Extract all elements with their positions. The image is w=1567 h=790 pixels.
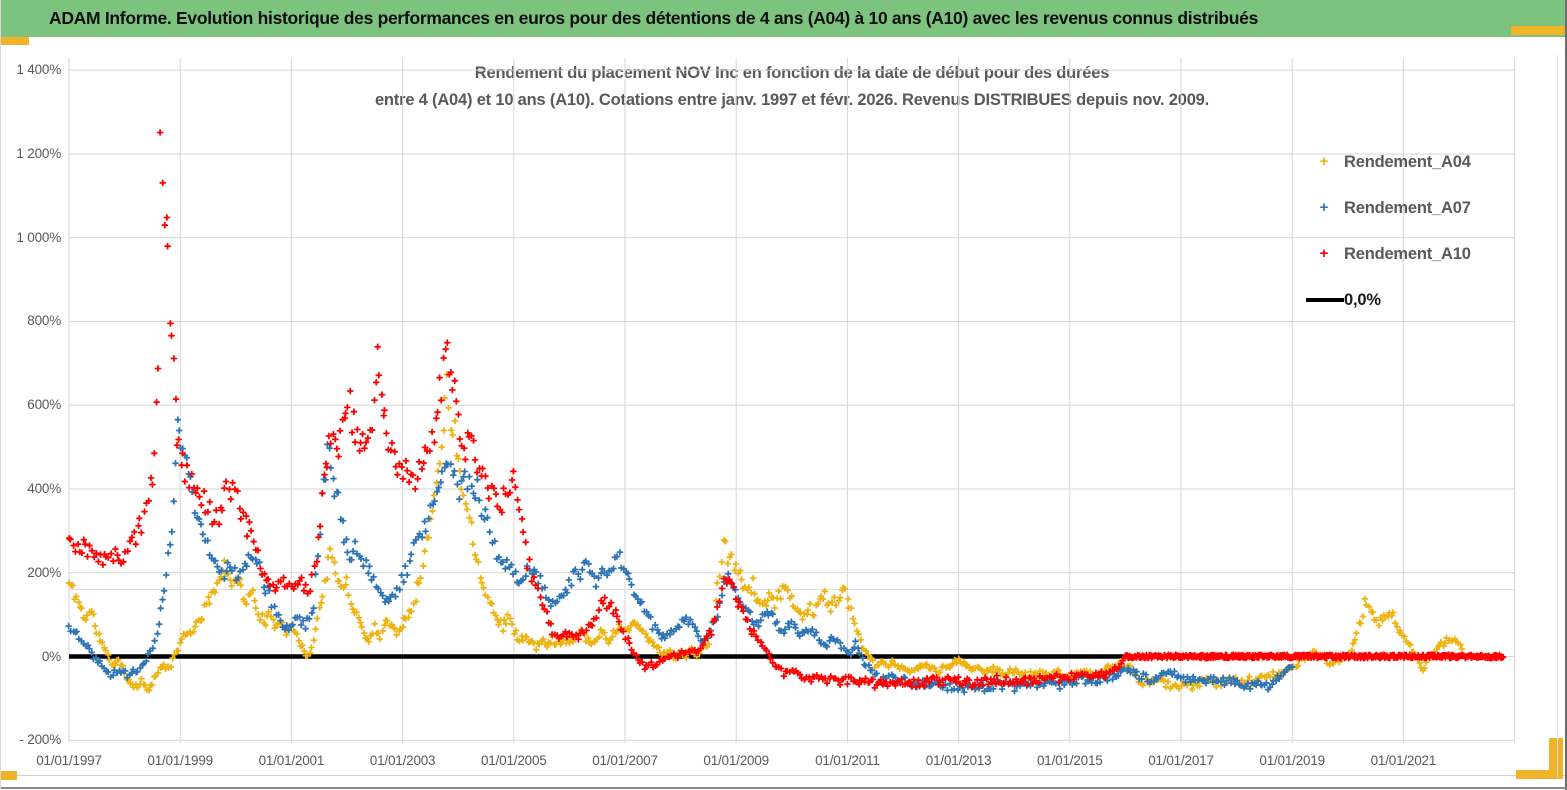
gold-accent-bottom-right-vertical: [1549, 738, 1563, 779]
x-tick-label: 01/01/2015: [1037, 753, 1103, 768]
y-tick-label: 800%: [27, 313, 61, 329]
legend-plus-marker-icon: +: [1304, 199, 1344, 216]
page-right-border: [1565, 0, 1567, 790]
chart-frame-right-edge: [1557, 55, 1558, 777]
legend-item-rendement-a07[interactable]: + Rendement_A07: [1304, 196, 1471, 220]
x-tick-label: 01/01/2019: [1259, 753, 1325, 768]
y-tick-label: 600%: [27, 397, 61, 413]
gold-accent-bottom-right-horizontal: [1516, 770, 1563, 779]
x-tick-label: 01/01/2011: [815, 753, 880, 768]
page-title: ADAM Informe. Evolution historique des p…: [49, 8, 1259, 28]
y-tick-label: 1 200%: [16, 145, 61, 161]
chart-title: Rendement du placement NOV Inc en foncti…: [69, 60, 1515, 114]
plus-icon: +: [1319, 245, 1329, 262]
plus-icon: +: [1319, 199, 1329, 216]
series-Rendement_A04[interactable]: [65, 371, 1466, 694]
y-tick-label: 0%: [41, 648, 61, 664]
gold-accent-bottom-left: [1, 771, 17, 780]
header-bar: ADAM Informe. Evolution historique des p…: [1, 0, 1567, 37]
legend-item-rendement-a04[interactable]: + Rendement_A04: [1304, 150, 1471, 174]
x-tick-label: 01/01/2021: [1370, 753, 1437, 768]
y-tick-label: 400%: [27, 480, 61, 496]
x-tick-label: 01/01/2005: [481, 753, 547, 768]
chart-title-line2: entre 4 (A04) et 10 ans (A10). Cotations…: [374, 91, 1210, 109]
legend-label: Rendement_A10: [1344, 244, 1471, 263]
legend-label: Rendement_A04: [1344, 152, 1471, 171]
x-tick-label: 01/01/2009: [703, 753, 769, 768]
chart-title-line1: Rendement du placement NOV Inc en foncti…: [474, 64, 1110, 82]
x-tick-label: 01/01/2007: [592, 753, 658, 768]
sheet-row-divider: [1, 775, 1567, 776]
legend-plus-marker-icon: +: [1304, 153, 1344, 170]
legend-item-0-0-[interactable]: 0,0%: [1304, 288, 1381, 312]
legend-item-rendement-a10[interactable]: + Rendement_A10: [1304, 242, 1471, 266]
x-tick-label: 01/01/2001: [258, 753, 325, 768]
y-tick-label: 1 000%: [16, 229, 61, 245]
x-tick-label: 01/01/2017: [1148, 753, 1214, 768]
y-tick-label: 200%: [27, 564, 61, 580]
x-tick-label: 01/01/2013: [925, 753, 992, 768]
x-tick-label: 01/01/1997: [36, 753, 102, 768]
legend-plus-marker-icon: +: [1304, 245, 1344, 262]
zero-line-swatch: [1306, 298, 1344, 302]
gold-accent-header-left: [1, 37, 29, 45]
gold-accent-top-right: [1511, 26, 1566, 35]
y-tick-label: - 200%: [19, 732, 61, 748]
page-bottom-border: [1, 787, 1567, 789]
y-tick-label: 1 400%: [16, 62, 61, 78]
legend-line-swatch: [1304, 298, 1346, 302]
legend-label: 0,0%: [1344, 290, 1381, 309]
plus-icon: +: [1319, 153, 1329, 170]
x-tick-label: 01/01/2003: [369, 753, 436, 768]
x-tick-label: 01/01/1999: [147, 753, 213, 768]
series-Rendement_A07[interactable]: [65, 416, 1296, 696]
legend-label: Rendement_A07: [1344, 198, 1471, 217]
series-Rendement_A10[interactable]: [65, 129, 1507, 692]
